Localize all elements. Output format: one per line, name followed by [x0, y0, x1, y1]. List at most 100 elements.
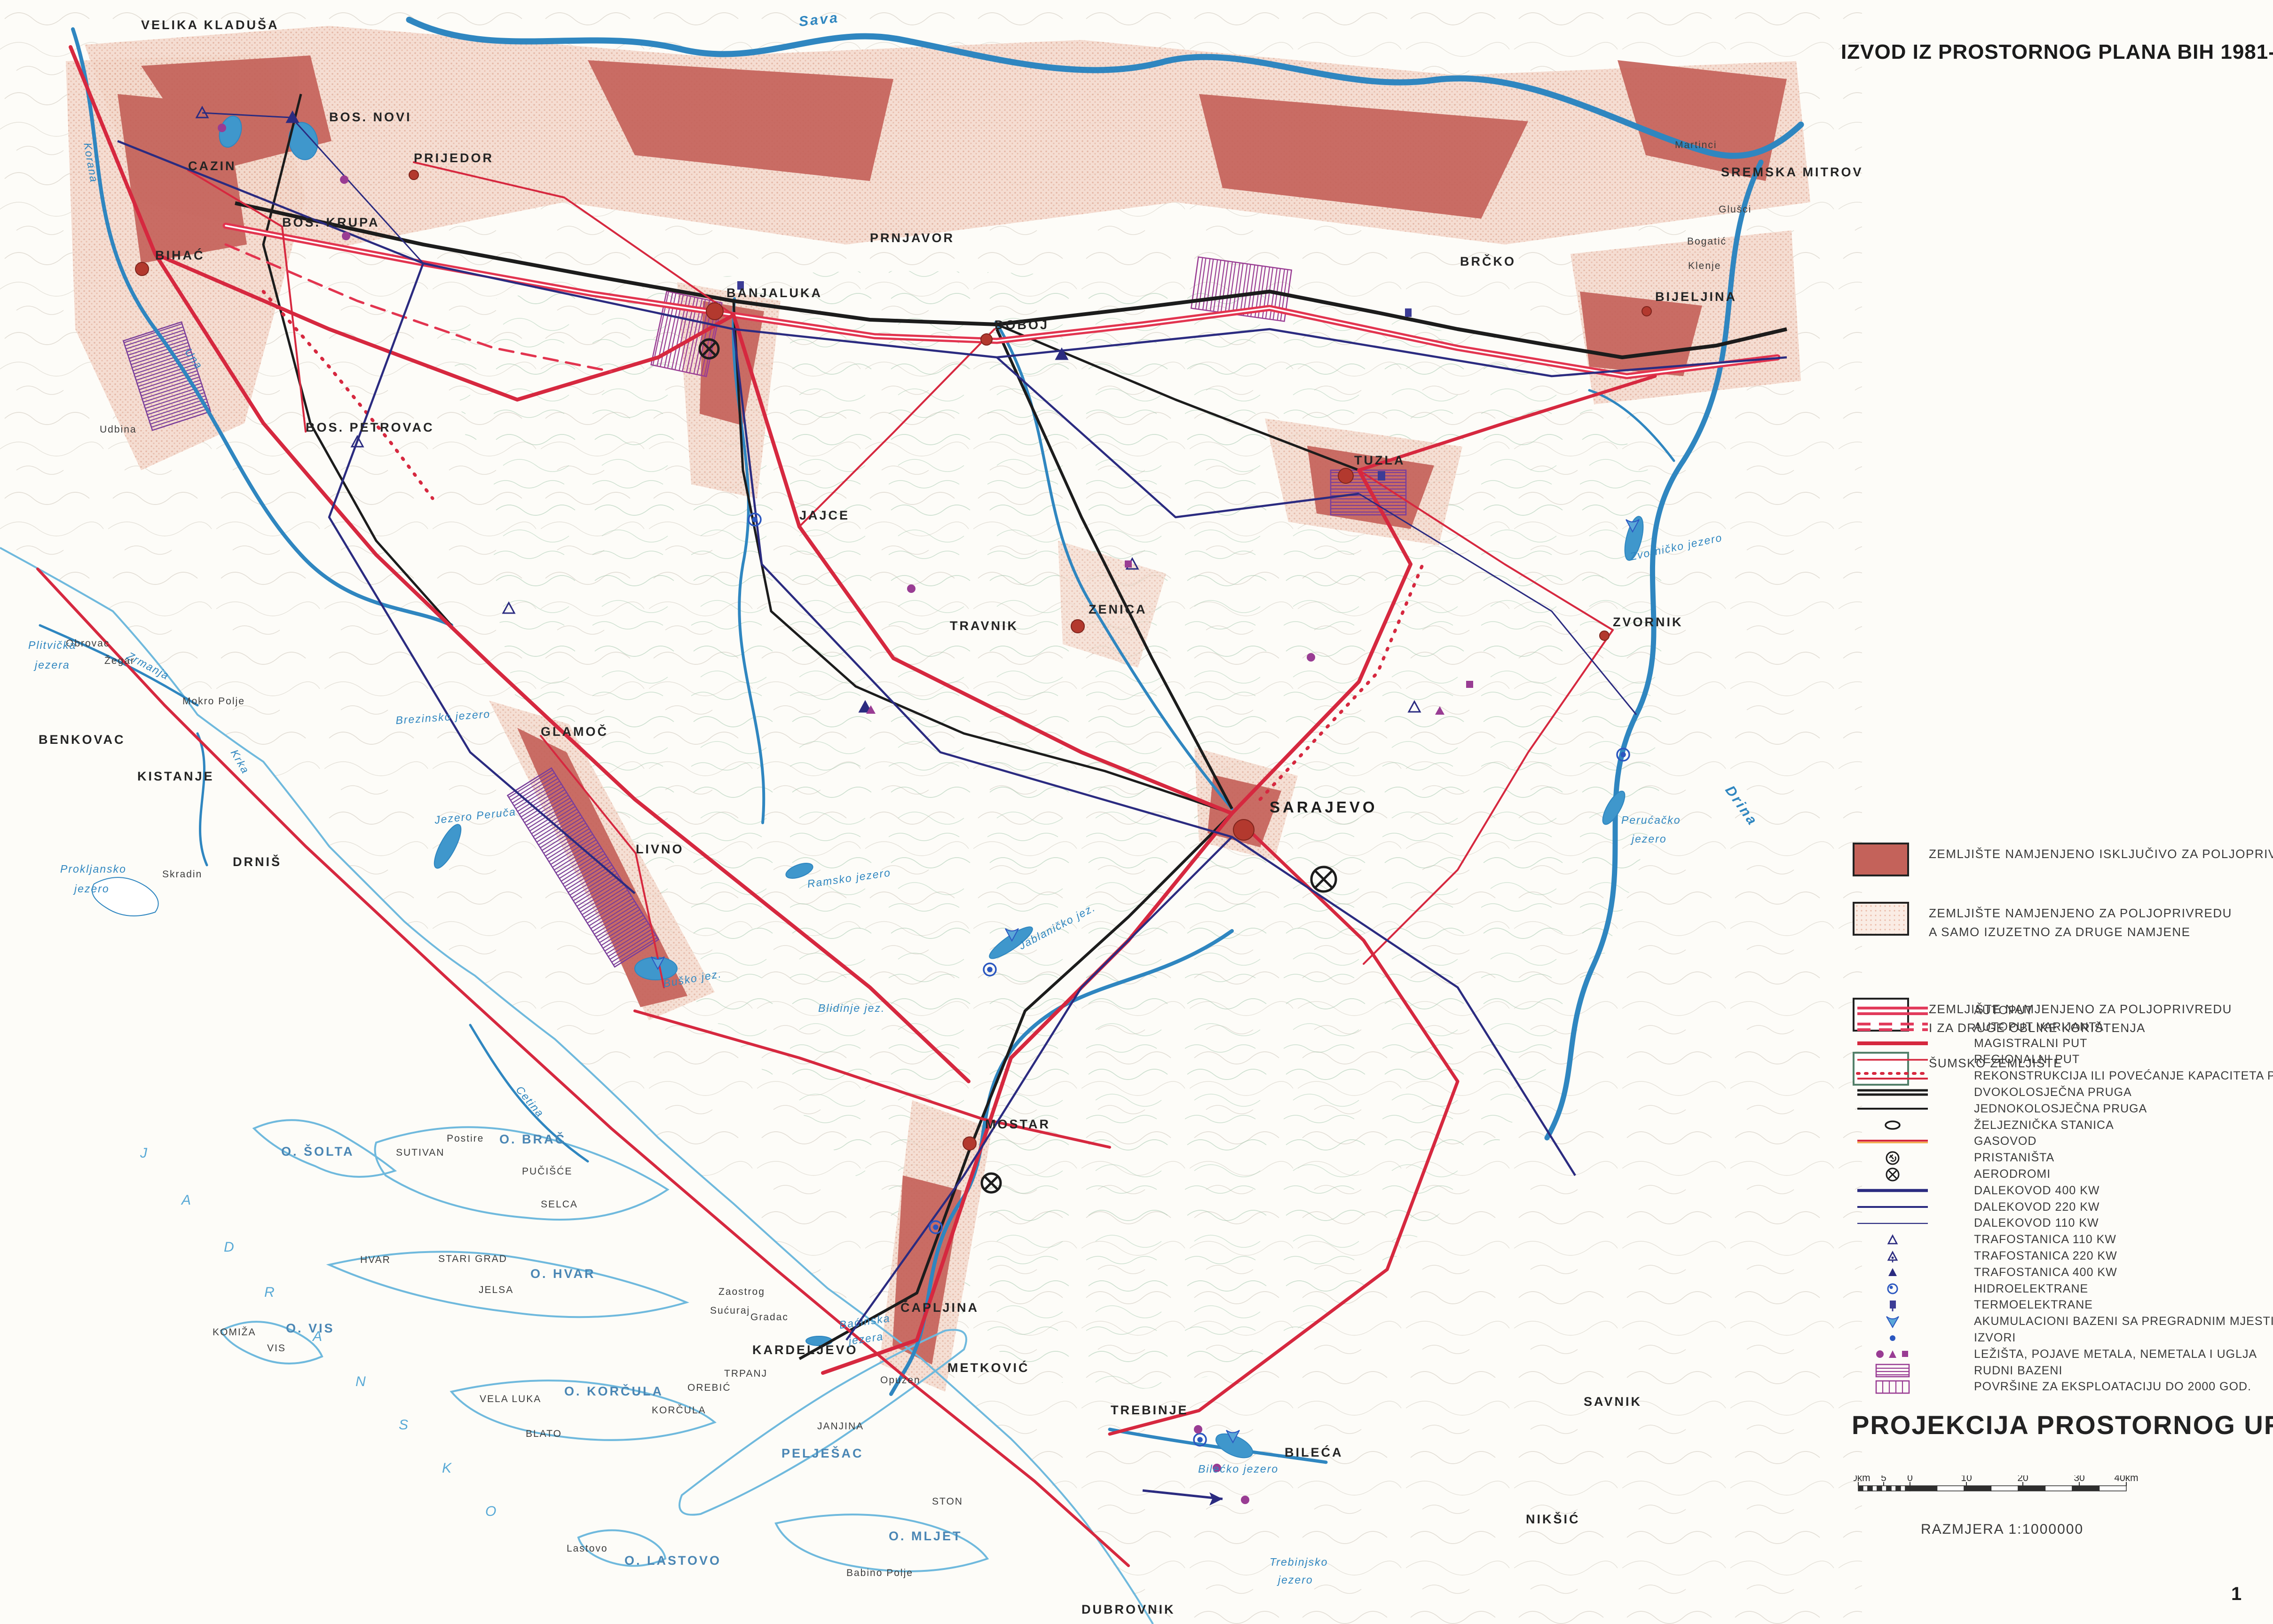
map-label: ZENICA	[1089, 602, 1147, 616]
lakes	[92, 115, 1644, 1458]
map-label: BRČKO	[1460, 254, 1516, 268]
map-label: SUTIVAN	[396, 1147, 444, 1158]
map-label: Opuzen	[880, 1375, 921, 1386]
map-label: O. HVAR	[530, 1267, 596, 1281]
map-label: Zaostrog	[718, 1286, 765, 1297]
povrsine-icon	[1853, 1380, 1937, 1395]
map-label: Žegar	[104, 655, 135, 666]
map-label: Bogatić	[1687, 236, 1727, 247]
map-label: K	[442, 1460, 452, 1476]
map-label: SELCA	[541, 1199, 578, 1210]
scale-tick-label: 20	[2017, 1475, 2028, 1483]
map-label: DOBOJ	[994, 318, 1049, 332]
legend-symbol-label: PRISTANIŠTA	[1974, 1151, 2055, 1165]
map-label: Bilećko jezero	[1198, 1463, 1279, 1475]
projection-heading: PROJEKCIJA PROSTORNOG UREĐENJA	[1852, 1410, 2273, 1440]
map-label: JANJINA	[817, 1421, 864, 1432]
map-label: OREBIĆ	[687, 1382, 731, 1393]
map-label: BOS. PETROVAC	[306, 420, 434, 434]
map-label: VELIKA KLADUŠA	[141, 17, 279, 32]
map-label: TRAVNIK	[950, 619, 1018, 633]
map-label: MOSTAR	[985, 1117, 1050, 1131]
legend-symbol-label: IZVORI	[1974, 1331, 2016, 1344]
legend-symbol-label: DALEKOVOD 400 KW	[1974, 1183, 2100, 1197]
map-label: Sućuraj	[710, 1305, 750, 1316]
map-label: O. VIS	[286, 1321, 335, 1335]
legend-symbol-item: ŽELJEZNIČKA STANICA	[1853, 1117, 2114, 1134]
map-label: O. MLJET	[889, 1529, 963, 1543]
legend-symbol-item: AERODROMI	[1853, 1166, 2051, 1183]
legend-symbol-item: TRAFOSTANICA 110 KW	[1853, 1231, 2116, 1248]
map-label: J	[140, 1145, 148, 1161]
map-label: DUBROVNIK	[1081, 1602, 1176, 1616]
legend-area-item-agri-exception: ZEMLJIŠTE NAMJENJENO ZA POLJOPRIVREDU A S…	[1853, 902, 2232, 941]
map-label: KARDELJEVO	[752, 1343, 858, 1357]
bazeni-icon	[1853, 1314, 1937, 1329]
map-label: Lastovo	[567, 1543, 608, 1554]
legend-symbol-item: HIDROELEKTRANE	[1853, 1281, 2088, 1297]
map-label: TREBINJE	[1111, 1403, 1189, 1417]
stanica-icon	[1853, 1118, 1937, 1133]
map-label: Trebinjsko	[1270, 1556, 1328, 1568]
legend-symbol-label: MAGISTRALNI PUT	[1974, 1036, 2088, 1050]
airport-symbols	[698, 338, 1337, 1194]
legend-symbol-item: GASOVOD	[1853, 1133, 2036, 1150]
legend-symbol-label: DALEKOVOD 220 KW	[1974, 1200, 2100, 1214]
legend-symbol-label: AERODROMI	[1974, 1167, 2051, 1181]
city-marks	[135, 170, 1652, 1151]
map-label: KOMIŽA	[213, 1327, 256, 1338]
scale-ratio-label: RAZMJERA 1:1000000	[1921, 1522, 2084, 1537]
map-label: TRPANJ	[724, 1368, 767, 1379]
map-label: VELA LUKA	[480, 1394, 541, 1404]
map-label: BIHAĆ	[155, 248, 205, 262]
legend-symbol-item: IZVORI	[1853, 1330, 2016, 1346]
legend-symbol-label: HIDROELEKTRANE	[1974, 1282, 2089, 1295]
sheet-title: IZVOD IZ PROSTORNOG PLANA BIH 1981-2000.	[1841, 40, 2273, 63]
legend-symbol-item: TRAFOSTANICA 400 KW	[1853, 1264, 2117, 1281]
map-label: STON	[932, 1496, 963, 1507]
regionalni-icon	[1853, 1052, 1937, 1067]
legend-symbol-label: DVOKOLOSJEČNA PRUGA	[1974, 1086, 2132, 1099]
map-label: jezero	[73, 883, 110, 895]
adriatic-coastline	[0, 547, 1154, 1624]
map-label: O. LASTOVO	[624, 1553, 721, 1568]
autoput-varijanta-icon	[1853, 1019, 1937, 1034]
aerodromi-icon	[1853, 1167, 1937, 1182]
legend-symbol-label: AUTOPUT VARIJANTA	[1974, 1020, 2104, 1033]
lezista-icon	[1853, 1347, 1937, 1362]
scale-bar: 10km 5 0 10 20 30 40km	[1854, 1475, 2139, 1491]
map-label: JELSA	[479, 1285, 513, 1295]
map-label: ČAPLJINA	[900, 1300, 979, 1315]
legend-symbol-label: JEDNOKOLOSJEČNA PRUGA	[1974, 1102, 2147, 1115]
page-number: 1	[2231, 1584, 2242, 1604]
map-label: jezero	[1277, 1574, 1313, 1586]
legend-symbol-item: LEŽIŠTA, POJAVE METALA, NEMETALA I UGLJA	[1853, 1346, 2257, 1363]
map-label: PRNJAVOR	[870, 231, 955, 245]
map-label: STARI GRAD	[438, 1253, 507, 1264]
dalekovod-220-icon	[1853, 1199, 1937, 1214]
legend-symbol-label: POVRŠINE ZA EKSPLOATACIJU DO 2000 GOD.	[1974, 1380, 2252, 1394]
map-label: LIVNO	[636, 842, 684, 856]
legend-symbol-item: TERMOELEKTRANE	[1853, 1297, 2093, 1313]
legend-symbol-label: AUTOPUT	[1974, 1004, 2033, 1017]
road-network	[36, 45, 1781, 1567]
map-label: Prokljansko	[60, 863, 126, 875]
map-label: BILEĆA	[1285, 1445, 1343, 1459]
rekonstrukcija-icon	[1853, 1069, 1937, 1084]
map-label: KISTANJE	[137, 769, 214, 783]
map-label: BIJELJINA	[1655, 290, 1737, 304]
swatch-forest-land	[1853, 1052, 1909, 1086]
map-label: Mokro Polje	[182, 696, 245, 707]
dalekovod-400-icon	[1853, 1183, 1937, 1198]
map-label: Gradac	[750, 1312, 789, 1323]
map-label: jezera	[33, 659, 70, 671]
izvori-icon	[1853, 1331, 1937, 1346]
legend-symbol-item: REKONSTRUKCIJA ILI POVEĆANJE KAPACITETA …	[1853, 1068, 2273, 1084]
legend-symbol-item: MAGISTRALNI PUT	[1853, 1035, 2087, 1052]
map-label: BENKOVAC	[39, 733, 126, 747]
legend-symbol-label: TRAFOSTANICA 110 KW	[1974, 1233, 2116, 1246]
jednokolosjecna-icon	[1853, 1101, 1937, 1116]
legend-symbol-label: AKUMULACIONI BAZENI SA PREGRADNIM MJESTI…	[1974, 1315, 2273, 1328]
legend-symbol-item: AKUMULACIONI BAZENI SA PREGRADNIM MJESTI…	[1853, 1313, 2273, 1330]
pristanista-icon	[1853, 1151, 1937, 1166]
